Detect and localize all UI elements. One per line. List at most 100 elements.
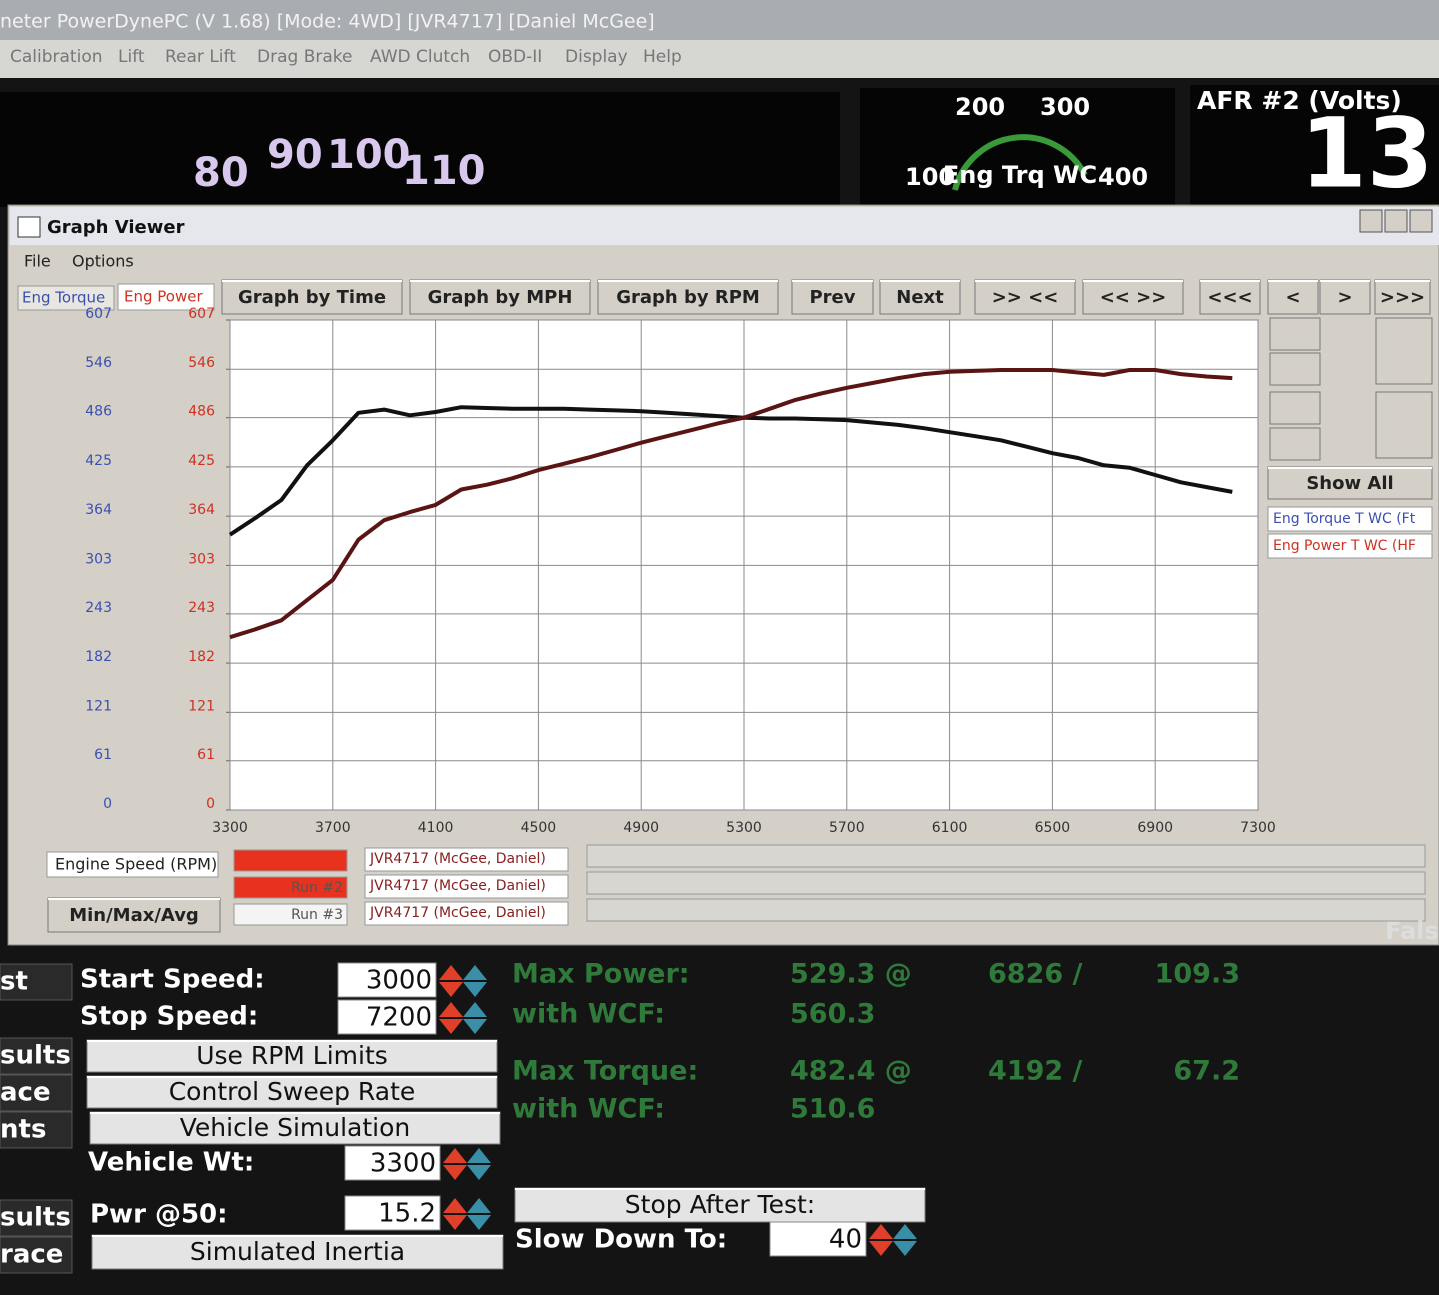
maximize-button[interactable] bbox=[1384, 209, 1408, 233]
data-line bbox=[229, 368, 1233, 640]
panel-button[interactable]: Control Sweep Rate bbox=[169, 1077, 416, 1106]
spin-down[interactable] bbox=[869, 1241, 893, 1256]
spin-up[interactable] bbox=[439, 965, 463, 980]
menu-item[interactable]: Lift bbox=[118, 47, 145, 67]
side-tab[interactable] bbox=[0, 1037, 73, 1075]
toolbar-button[interactable]: Graph by MPH bbox=[428, 287, 573, 308]
panel-button[interactable]: Use RPM Limits bbox=[196, 1041, 388, 1070]
scroll-button[interactable] bbox=[1269, 317, 1321, 351]
toolbar-button[interactable]: <<< bbox=[1207, 287, 1252, 308]
menu-item[interactable]: Calibration bbox=[10, 47, 103, 67]
menu-item[interactable]: File bbox=[24, 252, 51, 271]
result-rpm: 6826 / bbox=[988, 959, 1083, 990]
spin-up[interactable] bbox=[467, 1148, 491, 1163]
input-value[interactable]: 7200 bbox=[366, 1003, 432, 1033]
spin-down[interactable] bbox=[443, 1215, 467, 1230]
side-tab-label[interactable]: nts bbox=[0, 1115, 46, 1145]
input-box[interactable] bbox=[337, 999, 437, 1035]
side-tab[interactable] bbox=[0, 963, 73, 1001]
menu-item[interactable]: Help bbox=[643, 47, 682, 67]
toolbar-button[interactable]: > bbox=[1337, 287, 1352, 308]
side-tab[interactable] bbox=[0, 1236, 73, 1274]
minimize-button[interactable] bbox=[1359, 209, 1383, 233]
menu-item[interactable]: Display bbox=[565, 47, 628, 67]
show-all-button[interactable]: Show All bbox=[1306, 473, 1393, 494]
spin-up[interactable] bbox=[463, 965, 487, 980]
spin-down[interactable] bbox=[443, 1165, 467, 1180]
spin-down[interactable] bbox=[439, 1019, 463, 1034]
spin-up[interactable] bbox=[439, 1002, 463, 1017]
axis-tab[interactable] bbox=[117, 283, 215, 311]
spin-up[interactable] bbox=[869, 1224, 893, 1239]
scroll-button[interactable] bbox=[1375, 391, 1433, 459]
legend-box bbox=[1267, 506, 1433, 532]
toolbar-button[interactable]: Graph by Time bbox=[238, 287, 386, 308]
input-value[interactable]: 15.2 bbox=[378, 1199, 436, 1229]
toolbar-button[interactable]: Next bbox=[896, 287, 944, 308]
menu-item[interactable]: Options bbox=[72, 252, 134, 271]
axis-tab-label[interactable]: Eng Torque bbox=[22, 289, 105, 307]
min-max-avg-button[interactable]: Min/Max/Avg bbox=[69, 905, 199, 926]
spin-down[interactable] bbox=[463, 982, 487, 997]
toolbar-button[interactable]: >> << bbox=[992, 287, 1059, 308]
spin-down[interactable] bbox=[439, 982, 463, 997]
axis-tab-label[interactable]: Eng Power bbox=[124, 288, 203, 306]
input-box[interactable] bbox=[344, 1145, 441, 1181]
panel-button-frame[interactable] bbox=[514, 1187, 926, 1223]
scroll-button[interactable] bbox=[1269, 427, 1321, 461]
panel-button[interactable]: Vehicle Simulation bbox=[180, 1113, 411, 1142]
spin-up[interactable] bbox=[443, 1198, 467, 1213]
input-value[interactable]: 40 bbox=[829, 1225, 862, 1255]
data-line bbox=[228, 405, 1233, 537]
panel-button-frame[interactable] bbox=[91, 1234, 504, 1270]
spin-down[interactable] bbox=[467, 1215, 491, 1230]
side-tab[interactable] bbox=[0, 1074, 73, 1112]
spin-up[interactable] bbox=[443, 1148, 467, 1163]
input-value[interactable]: 3300 bbox=[370, 1149, 436, 1179]
panel-button-frame[interactable] bbox=[86, 1075, 498, 1109]
min-max-avg-button-frame[interactable] bbox=[47, 897, 221, 933]
toolbar-button[interactable]: < bbox=[1285, 287, 1300, 308]
spin-up[interactable] bbox=[463, 1002, 487, 1017]
menu-item[interactable]: Rear Lift bbox=[165, 47, 236, 67]
input-value[interactable]: 3000 bbox=[366, 966, 432, 996]
input-box[interactable] bbox=[337, 962, 437, 998]
toolbar-button[interactable]: Graph by RPM bbox=[616, 287, 760, 308]
menu-item[interactable]: AWD Clutch bbox=[370, 47, 470, 67]
scroll-button[interactable] bbox=[1269, 352, 1321, 386]
show-all-button-frame[interactable] bbox=[1267, 466, 1433, 500]
side-tab-label[interactable]: ace bbox=[0, 1078, 51, 1108]
side-tab-label[interactable]: race bbox=[0, 1240, 63, 1270]
spin-up[interactable] bbox=[467, 1198, 491, 1213]
side-tab[interactable] bbox=[0, 1199, 73, 1237]
spin-up[interactable] bbox=[893, 1224, 917, 1239]
spin-down[interactable] bbox=[893, 1241, 917, 1256]
axis-tab[interactable] bbox=[17, 285, 115, 311]
panel-button[interactable]: Stop After Test: bbox=[625, 1190, 815, 1219]
menu-item[interactable]: Drag Brake bbox=[257, 47, 352, 67]
toolbar-button-frame[interactable] bbox=[1199, 279, 1261, 315]
side-tab-label[interactable]: st bbox=[0, 967, 28, 997]
toolbar-button[interactable]: Prev bbox=[809, 287, 855, 308]
input-box[interactable] bbox=[344, 1195, 441, 1231]
toolbar-button[interactable]: << >> bbox=[1100, 287, 1167, 308]
panel-button-frame[interactable] bbox=[89, 1111, 501, 1145]
menu-item[interactable]: OBD-II bbox=[488, 47, 542, 67]
panel-button-frame[interactable] bbox=[86, 1039, 498, 1073]
panel-button[interactable]: Simulated Inertia bbox=[190, 1237, 405, 1266]
side-tab-label[interactable]: sults bbox=[0, 1203, 71, 1233]
toolbar-button-frame[interactable] bbox=[221, 279, 403, 315]
toolbar-button-frame[interactable] bbox=[1082, 279, 1184, 315]
input-box[interactable] bbox=[769, 1221, 867, 1257]
gauge-number: 90 bbox=[267, 132, 323, 178]
spin-down[interactable] bbox=[463, 1019, 487, 1034]
spin-down[interactable] bbox=[467, 1165, 491, 1180]
side-tab[interactable] bbox=[0, 1111, 73, 1149]
scroll-button[interactable] bbox=[1269, 391, 1321, 425]
close-button[interactable] bbox=[1409, 209, 1433, 233]
toolbar-button-frame[interactable] bbox=[879, 279, 961, 315]
toolbar-button-frame[interactable] bbox=[1319, 279, 1371, 315]
toolbar-button[interactable]: >>> bbox=[1380, 287, 1425, 308]
scroll-button[interactable] bbox=[1375, 317, 1433, 385]
side-tab-label[interactable]: sults bbox=[0, 1041, 71, 1071]
